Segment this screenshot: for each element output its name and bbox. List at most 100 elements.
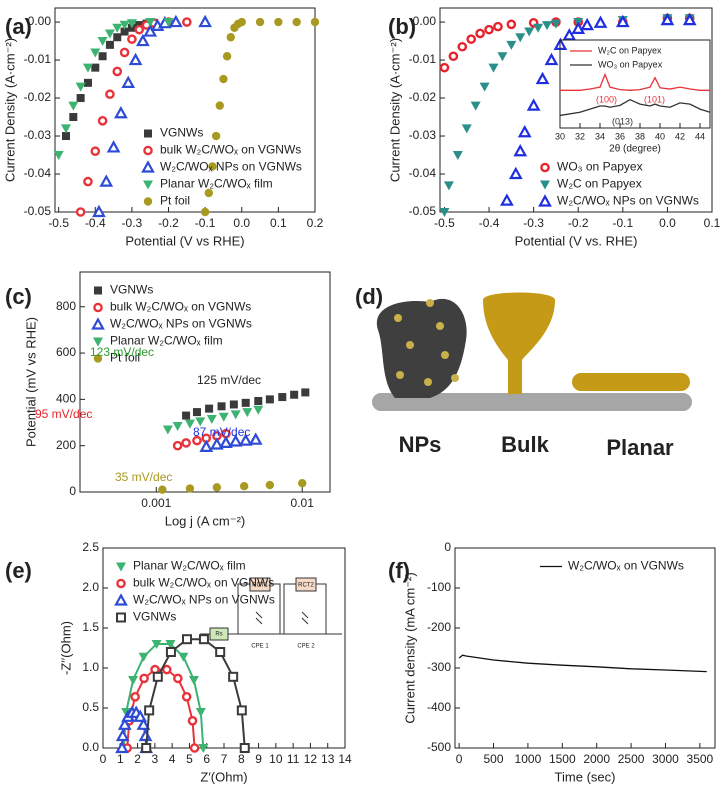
marker — [242, 408, 253, 418]
marker — [493, 21, 503, 32]
y-tick-label: -0.05 — [24, 204, 52, 218]
y-tick-label: 0 — [444, 540, 451, 554]
legend-label: W₂C/WOₓ NPs on VGNWs — [160, 160, 302, 174]
annotation: 35 mV/dec — [115, 470, 172, 484]
marker — [310, 17, 320, 27]
series-line — [559, 98, 711, 117]
x-tick-label: 0.1 — [704, 216, 721, 230]
x-tick-label: 0 — [456, 752, 463, 766]
marker — [82, 63, 93, 73]
marker — [229, 400, 238, 409]
annotation: 123 mV/dec — [90, 345, 154, 359]
marker — [163, 18, 174, 28]
x-tick-label: -0.3 — [122, 216, 143, 230]
marker — [120, 27, 129, 36]
legend-label: W₂C/WOₓ NPs on VGNWs — [110, 317, 252, 331]
marker — [211, 131, 221, 141]
np-dots — [394, 299, 459, 386]
legend-label: bulk W₂C/WOₓ on VGNWs — [133, 576, 274, 590]
y-tick-label: 0.00 — [28, 14, 52, 28]
x-tick-label: 44 — [695, 131, 705, 141]
marker — [475, 28, 485, 39]
marker — [144, 705, 155, 716]
series-line — [560, 72, 710, 91]
series-line — [122, 643, 205, 749]
x-tick-label: 0.0 — [659, 216, 676, 230]
marker — [138, 652, 149, 662]
marker — [189, 743, 200, 753]
marker — [254, 396, 263, 405]
legend-label: W₂C/WOₓ on VGNWs — [568, 559, 684, 573]
diagram-label: NPs — [399, 432, 442, 457]
x-tick-label: 6 — [203, 752, 210, 766]
legend-label: VGNWs — [110, 283, 153, 297]
y-tick-label: 0.00 — [413, 14, 437, 28]
x-tick-label: 32 — [575, 131, 585, 141]
marker — [497, 52, 508, 62]
x-tick-label: 3500 — [687, 752, 714, 766]
y-tick-label: -100 — [427, 580, 451, 594]
marker — [542, 21, 553, 31]
x-tick-label: -0.4 — [479, 216, 500, 230]
plot-frame — [439, 7, 713, 213]
marker — [479, 82, 490, 92]
marker — [535, 71, 550, 85]
y-tick-label: -0.04 — [24, 166, 52, 180]
legend-label: bulk W₂C/WOₓ on VGNWs — [160, 143, 301, 157]
marker — [182, 634, 193, 645]
marker — [105, 89, 115, 100]
marker — [195, 417, 206, 427]
marker — [236, 705, 247, 716]
y-tick-label: -200 — [427, 620, 451, 634]
marker — [682, 12, 697, 26]
x-tick-label: 12 — [304, 752, 318, 766]
y-tick-label: 2.0 — [82, 580, 99, 594]
marker — [500, 193, 514, 206]
marker — [83, 176, 93, 187]
marker — [75, 82, 86, 92]
marker — [215, 647, 226, 657]
marker — [83, 78, 92, 87]
marker — [255, 17, 265, 27]
substrate — [372, 393, 692, 411]
marker — [237, 17, 246, 27]
marker — [524, 27, 535, 37]
y-tick-label: 600 — [56, 345, 76, 359]
circuit-label: CPE 1 — [251, 644, 269, 650]
x-tick-label: 3 — [152, 752, 159, 766]
x-tick-label: -0.2 — [568, 216, 589, 230]
marker — [141, 743, 152, 753]
marker — [75, 207, 86, 217]
marker — [99, 174, 114, 187]
x-tick-label: 500 — [484, 752, 504, 766]
marker — [136, 717, 151, 730]
marker — [181, 438, 191, 448]
marker — [292, 17, 301, 27]
marker — [448, 51, 459, 62]
marker — [205, 404, 214, 413]
marker — [182, 17, 192, 27]
marker — [550, 19, 561, 29]
marker — [105, 40, 114, 49]
y-axis-label: -Z′′(Ohm) — [58, 621, 73, 675]
legend-marker — [116, 612, 126, 623]
marker — [195, 708, 206, 717]
x-tick-label: 1500 — [549, 752, 576, 766]
marker — [198, 14, 213, 28]
marker — [139, 673, 149, 684]
marker — [152, 671, 163, 682]
y-tick-label: -0.04 — [409, 166, 437, 180]
marker — [301, 388, 310, 397]
y-axis-label: Current density (mA cm⁻²) — [402, 572, 417, 723]
x-tick-label: 38 — [635, 131, 645, 141]
x-tick-label: 4 — [169, 752, 176, 766]
marker — [98, 52, 107, 61]
legend-label: WO₃ on Papyex — [598, 59, 663, 69]
marker — [219, 74, 228, 84]
marker — [172, 440, 183, 451]
annotation: 95 mV/dec — [35, 407, 92, 421]
legend-label: W₂C on Papyex — [598, 45, 662, 55]
marker — [533, 23, 544, 33]
marker — [204, 188, 214, 198]
marker — [104, 29, 115, 39]
